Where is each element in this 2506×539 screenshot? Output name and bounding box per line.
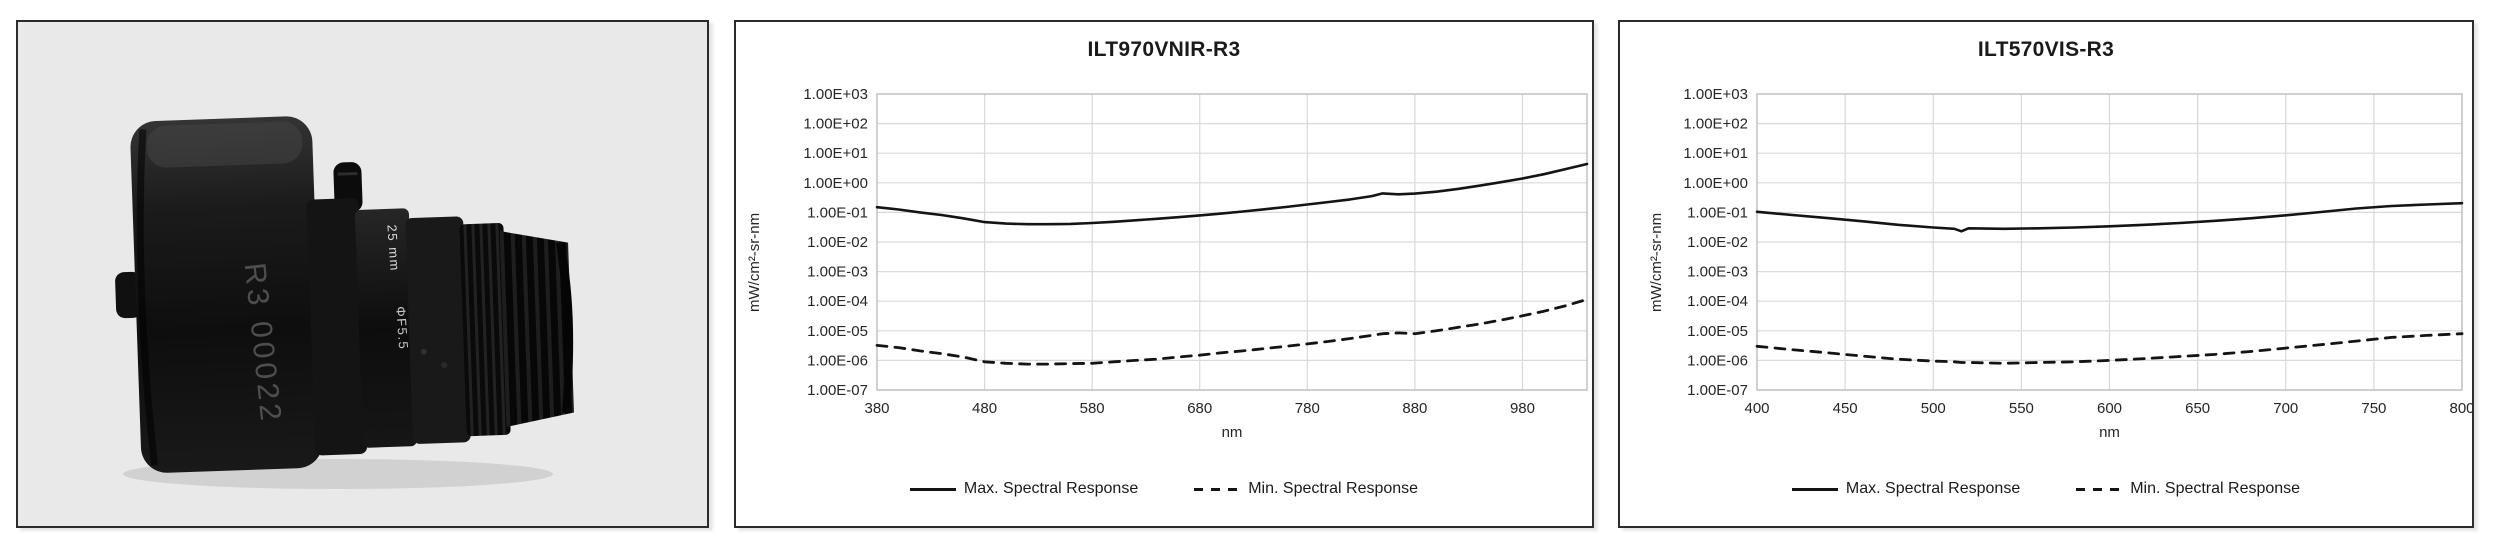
legend-item-max: Max. Spectral Response [909,480,1139,498]
chart-legend: Max. Spectral Response Min. Spectral Res… [1620,480,2472,498]
legend-label-max: Max. Spectral Response [963,480,1139,497]
lens-collar [306,198,368,456]
lens-marked-ring [354,208,417,448]
x-tick-label: 400 [1744,400,1769,417]
thumbscrew-ridge [337,171,358,176]
rear-barrel-knurled [499,231,574,427]
y-tick-label: 1.00E+00 [803,175,868,192]
plot-area: 1.00E+03 1.00E+02 1.00E+01 1.00E+00 1.00E-01… [1683,86,2472,417]
x-tick-label: 700 [2273,400,2298,417]
y-tick-label: 1.00E-02 [1687,234,1748,251]
main-barrel [130,116,323,473]
y-tick-label: 1.00E+01 [803,145,868,162]
legend-label-min: Min. Spectral Response [2130,480,2301,497]
y-tick-label: 1.00E+02 [803,116,868,133]
x-tick-label: 680 [1187,400,1212,417]
plot-border [1756,93,2463,391]
focus-ring-knurled [459,223,511,437]
x-tick-label: 450 [1833,400,1858,417]
x-tick-label: 650 [2185,400,2210,417]
y-tick-label: 1.00E-03 [1687,264,1748,281]
x-tick-label: 880 [1402,400,1427,417]
x-tick-label: 980 [1510,400,1535,417]
x-tick-label: 500 [1921,400,1946,417]
barrel-front-edge [136,129,159,466]
x-tick-label: 800 [2449,400,2472,417]
y-tick-label: 1.00E-07 [1687,382,1748,399]
y-tick-label: 1.00E+01 [1683,145,1748,162]
lens-aperture-marking: ΦF5.5 [393,306,411,351]
ring-screw [420,348,427,355]
y-tick-label: 1.00E+03 [1683,86,1748,103]
chart-title: ILT570VIS-R3 [1977,38,2115,61]
y-tick-label: 1.00E-01 [807,204,868,221]
dashed-line-icon [2076,487,2123,491]
max-spectral-response-curve [875,162,1589,226]
y-tick-label: 1.00E-04 [1687,293,1748,310]
x-tick-label: 780 [1295,400,1320,417]
chart-panel-ilt970vnir: ILT970VNIR-R3 mW/cm²-sr-nm 1.00E+03 1.00E… [734,20,1594,528]
lens-focal-marking: 25 mm [384,224,402,272]
x-tick-label: 550 [2009,400,2034,417]
rear-barrel-cap [556,243,574,413]
x-tick-label: 750 [2361,400,2386,417]
x-tick-label: 600 [2097,400,2122,417]
solid-line-icon [909,487,956,491]
dashed-line-icon [1194,487,1241,491]
legend-item-min: Min. Spectral Response [2076,480,2300,498]
x-tick-label: 480 [972,400,997,417]
ring-screw [441,362,448,369]
y-tick-label: 1.00E-07 [807,382,868,399]
y-tick-label: 1.00E+02 [1683,116,1748,133]
y-tick-label: 1.00E-04 [807,293,868,310]
x-tick-label: 580 [1080,400,1105,417]
legend-item-min: Min. Spectral Response [1194,480,1418,498]
chart-panel-ilt570vis: ILT570VIS-R3 mW/cm²-sr-nm 1.00E+03 1.00E+… [1618,20,2474,528]
barrel-top-highlight [146,121,303,168]
legend-label-min: Min. Spectral Response [1248,480,1419,497]
plot-border [876,93,1588,391]
max-spectral-response-curve [1755,201,2464,233]
y-tick-label: 1.00E-02 [807,234,868,251]
x-axis-label: nm [1221,424,1243,441]
aperture-ring [405,216,471,444]
min-spectral-response-curve [875,298,1589,366]
legend-label-max: Max. Spectral Response [1845,480,2021,497]
legend-item-max: Max. Spectral Response [1791,480,2021,498]
y-tick-label: 1.00E-05 [807,323,868,340]
min-spectral-response-curve [1755,332,2464,365]
y-tick-label: 1.00E-03 [807,264,868,281]
x-tick-label: 380 [864,400,889,417]
solid-line-icon [1791,487,1838,491]
y-tick-label: 1.00E-05 [1687,323,1748,340]
chart-legend: Max. Spectral Response Min. Spectral Res… [736,480,1592,498]
chart-title: ILT970VNIR-R3 [1087,38,1241,61]
product-photo-panel: R3 00022 25 mm ΦF5.5 [16,20,709,528]
plot-area: 1.00E+03 1.00E+02 1.00E+01 1.00E+00 1.00E-01… [803,86,1589,417]
y-tick-label: 1.00E-06 [1687,352,1748,369]
y-tick-label: 1.00E+03 [803,86,868,103]
x-axis-label: nm [2099,424,2120,441]
y-tick-label: 1.00E+00 [1683,175,1748,192]
device-photo: R3 00022 25 mm ΦF5.5 [115,116,574,489]
y-tick-label: 1.00E-01 [1687,204,1748,221]
y-tick-label: 1.00E-06 [807,352,868,369]
